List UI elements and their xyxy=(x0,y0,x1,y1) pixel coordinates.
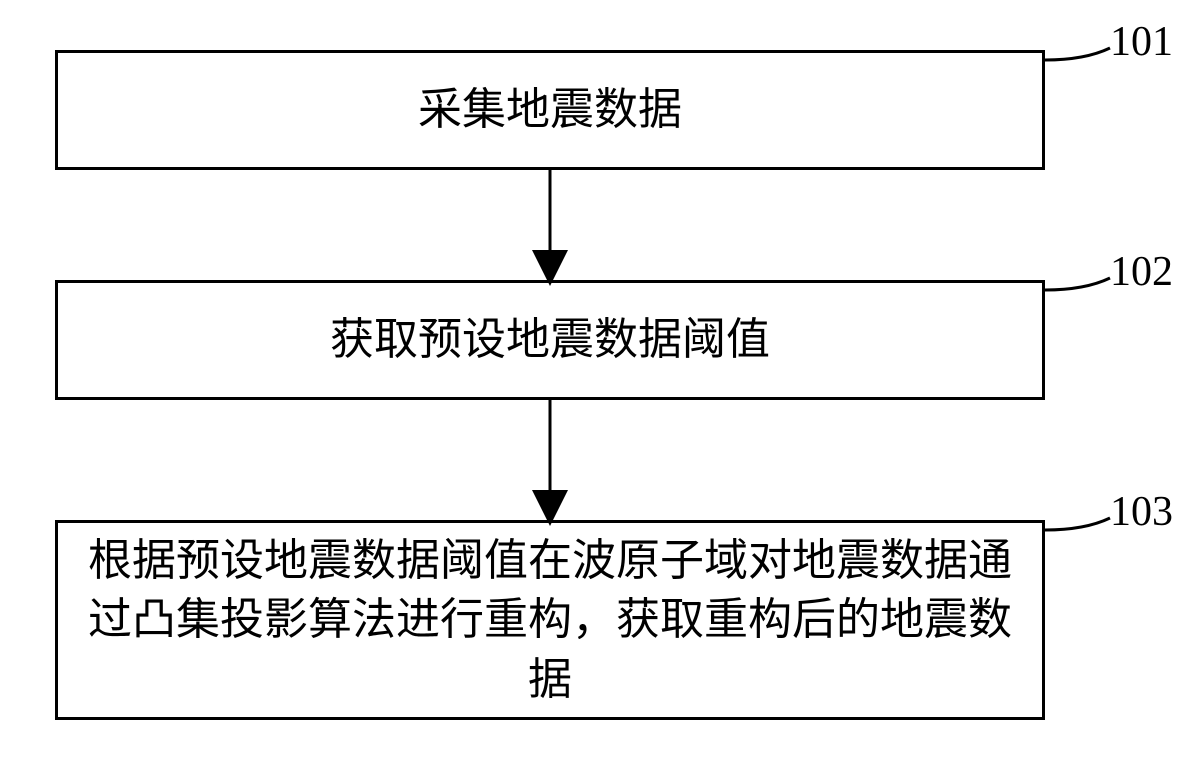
flowchart-canvas: 采集地震数据 获取预设地震数据阈值 根据预设地震数据阈值在波原子域对地震数据通过… xyxy=(0,0,1195,782)
callout-curve-101 xyxy=(1045,48,1110,60)
flow-node-1: 采集地震数据 xyxy=(55,50,1045,170)
callout-label-102: 102 xyxy=(1110,248,1173,296)
callout-curve-103 xyxy=(1045,518,1110,530)
flow-node-1-text: 采集地震数据 xyxy=(418,80,682,139)
callout-label-101: 101 xyxy=(1110,18,1173,66)
flow-node-2: 获取预设地震数据阈值 xyxy=(55,280,1045,400)
callout-label-103: 103 xyxy=(1110,488,1173,536)
flow-node-2-text: 获取预设地震数据阈值 xyxy=(330,310,770,369)
flow-node-3: 根据预设地震数据阈值在波原子域对地震数据通过凸集投影算法进行重构，获取重构后的地… xyxy=(55,520,1045,720)
callout-curve-102 xyxy=(1045,278,1110,290)
flow-node-3-text: 根据预设地震数据阈值在波原子域对地震数据通过凸集投影算法进行重构，获取重构后的地… xyxy=(78,531,1022,709)
